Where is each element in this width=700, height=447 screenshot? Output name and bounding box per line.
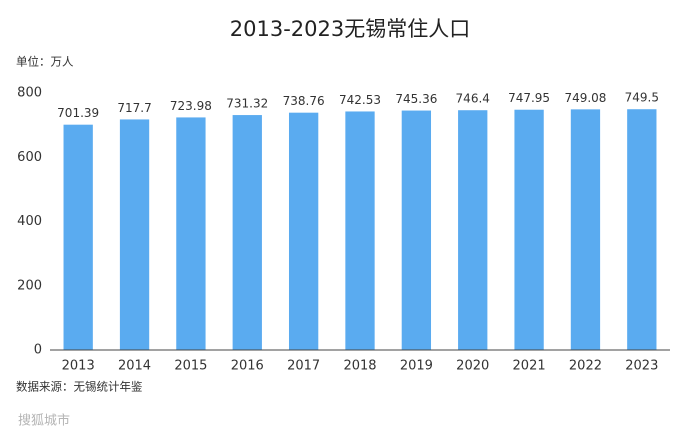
bar [176, 117, 206, 351]
value-label: 723.98 [170, 99, 212, 113]
value-label: 738.76 [283, 94, 325, 108]
bar [627, 109, 657, 351]
bar [232, 115, 262, 351]
value-label: 701.39 [57, 106, 99, 120]
bar [514, 109, 544, 350]
bar [288, 112, 319, 351]
x-tick-label: 2019 [400, 359, 433, 374]
unit-label: 单位：万人 [16, 55, 74, 69]
value-label: 745.36 [395, 92, 437, 106]
bar [63, 124, 93, 350]
x-tick-label: 2021 [513, 359, 546, 374]
y-tick-label: 600 [17, 150, 42, 165]
bar [458, 110, 488, 351]
value-label: 731.32 [226, 97, 268, 111]
x-tick-label: 2023 [625, 359, 658, 374]
x-tick-label: 2017 [287, 359, 320, 374]
x-tick-label: 2013 [62, 359, 95, 374]
y-tick-label: 800 [17, 86, 42, 101]
value-label: 749.08 [564, 91, 606, 105]
bar [401, 110, 432, 350]
value-label: 717.7 [117, 101, 151, 115]
source-note: 数据来源：无锡统计年鉴 [16, 380, 143, 394]
value-label: 746.4 [456, 92, 490, 106]
x-tick-label: 2022 [569, 359, 602, 374]
x-tick-label: 2016 [231, 359, 264, 374]
x-tick-label: 2014 [118, 359, 151, 374]
value-label: 747.95 [508, 91, 550, 105]
y-tick-label: 200 [17, 278, 42, 293]
bar [119, 119, 150, 350]
watermark: 搜狐城市 [18, 413, 70, 429]
chart-title: 2013-2023无锡常住人口 [230, 17, 470, 41]
value-label: 742.53 [339, 93, 381, 107]
y-tick-label: 400 [17, 214, 42, 229]
bar [345, 111, 375, 350]
x-tick-label: 2018 [343, 359, 376, 374]
y-tick-label: 0 [34, 343, 42, 358]
value-label: 749.5 [625, 91, 659, 105]
bar [570, 109, 601, 350]
x-tick-label: 2020 [456, 359, 489, 374]
x-tick-label: 2015 [174, 359, 207, 374]
